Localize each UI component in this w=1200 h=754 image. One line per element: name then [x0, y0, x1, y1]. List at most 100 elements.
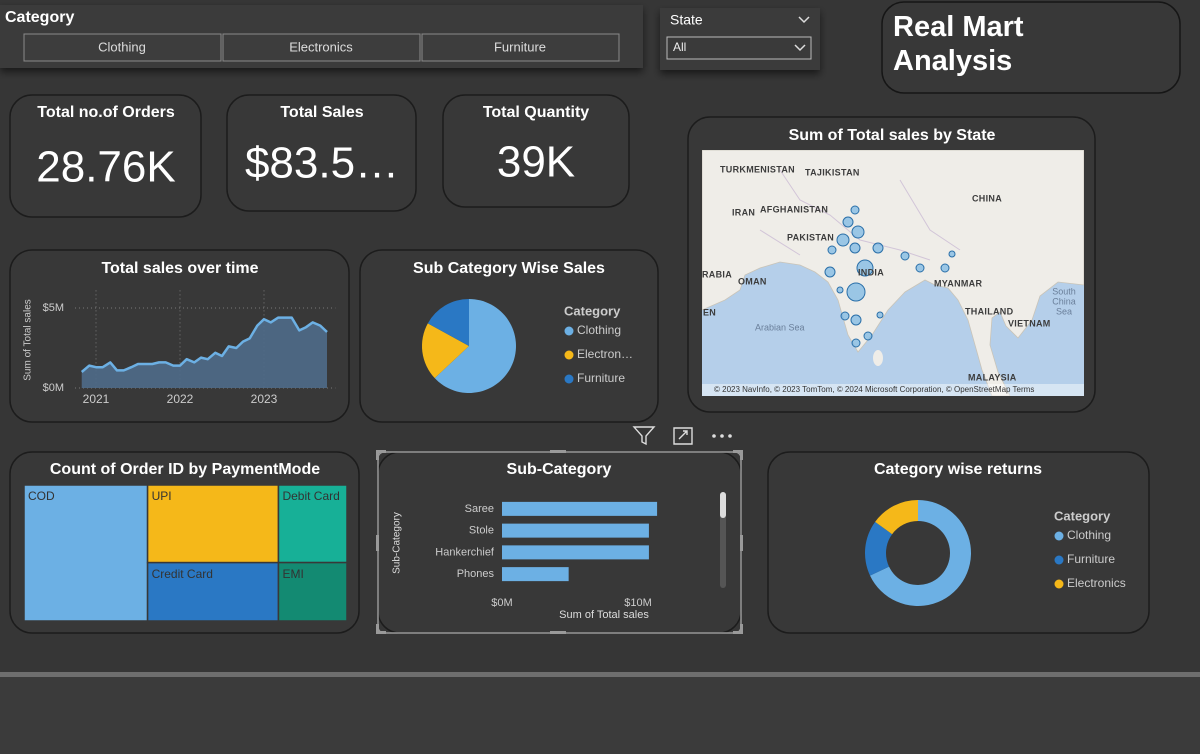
legend-label: Electron…: [577, 347, 633, 361]
slicer-option[interactable]: Furniture: [494, 39, 546, 54]
treemap-cell: [23, 484, 149, 622]
chevron[interactable]: [794, 44, 806, 52]
map-label: South: [1052, 286, 1076, 296]
dropdown-box[interactable]: [666, 36, 812, 60]
focus-icon[interactable]: [673, 427, 693, 445]
x-tick-label: 2021: [83, 392, 110, 406]
card-label: Total Sales: [280, 104, 363, 121]
title-wrap: Real Mart Analysis: [893, 11, 1024, 77]
map-label: OMAN: [738, 276, 767, 286]
slicer-title: Category: [5, 9, 74, 26]
treemap-cell: [146, 484, 280, 564]
y-tick-label: Stole: [469, 525, 494, 537]
cell-label: UPI: [152, 489, 172, 503]
legend-swatch: [1054, 555, 1064, 565]
page-edge: [0, 672, 1200, 677]
slicer-button[interactable]: [222, 33, 421, 62]
state-dropdown[interactable]: All: [666, 36, 812, 60]
legend-label: Furniture: [1067, 552, 1115, 566]
map-label: TAJIKISTAN: [805, 167, 860, 177]
map-label: IRAN: [732, 207, 755, 217]
card-label: Total Quantity: [483, 104, 589, 121]
cell-label: COD: [28, 489, 55, 503]
land: [702, 150, 1084, 396]
map-label: RABIA: [702, 269, 732, 279]
map-label: INDIA: [858, 267, 884, 277]
map-title: Sum of Total sales by State: [789, 127, 996, 144]
map-label: MALAYSIA: [968, 372, 1017, 382]
x-tick-label: 2022: [167, 392, 194, 406]
slicer-button[interactable]: [23, 33, 222, 62]
bar: [502, 545, 649, 560]
legend-title: Category: [1054, 508, 1111, 523]
y-tick-label: Hankerchief: [435, 546, 495, 558]
map-label: China: [1052, 296, 1076, 306]
legend-label: Clothing: [577, 323, 621, 337]
y-tick-label: $0M: [43, 382, 64, 394]
filter-icon[interactable]: [632, 426, 656, 446]
map-label: EN: [703, 307, 716, 317]
cell-label: Credit Card: [152, 567, 213, 581]
legend-swatch: [564, 326, 574, 336]
y-tick-label: Phones: [457, 568, 495, 580]
map-label: PAKISTAN: [787, 232, 834, 242]
map-label: THAILAND: [965, 306, 1014, 316]
legend-swatch: [1054, 579, 1064, 589]
treemap-cell: [277, 561, 348, 622]
bar: [502, 523, 649, 538]
scroll-thumb[interactable]: [720, 492, 726, 518]
chart-title: Total sales over time: [101, 260, 258, 277]
page-title: Real Mart Analysis: [893, 11, 1024, 77]
map-label: CHINA: [972, 193, 1002, 203]
x-tick-label: $0M: [491, 597, 512, 609]
land: [873, 350, 883, 366]
bar-panel: [377, 451, 742, 634]
x-tick-label: $10M: [624, 597, 652, 609]
chart-title: Count of Order ID by PaymentMode: [50, 461, 320, 478]
y-tick-label: Saree: [465, 503, 494, 515]
more-icon[interactable]: [712, 434, 732, 438]
map-label: MYANMAR: [934, 278, 982, 288]
map: TURKMENISTAN TAJIKISTAN IRAN AFGHANISTAN…: [702, 150, 1084, 396]
legend-label: Electronics: [1067, 576, 1126, 590]
card-value: 28.76K: [36, 143, 175, 192]
card: [226, 94, 417, 212]
y-tick-label: $5M: [43, 302, 64, 314]
map-label: TURKMENISTAN: [720, 164, 795, 174]
legend-title: Category: [564, 303, 621, 318]
bubbles: [824, 205, 956, 348]
legend-swatch: [1054, 531, 1064, 541]
y-axis-title: Sub-Category: [392, 512, 403, 574]
card: [442, 94, 630, 208]
slicer-button[interactable]: [421, 33, 620, 62]
y-axis-title: Sum of Total sales: [23, 299, 34, 381]
line: [80, 316, 328, 373]
map-label: Sea: [1056, 306, 1072, 316]
x-axis-title: Sum of Total sales: [559, 609, 649, 621]
selection-handles: [376, 450, 743, 634]
chart-title: Sub Category Wise Sales: [413, 260, 605, 277]
card-value: $83.5…: [245, 139, 399, 188]
slice: [865, 521, 893, 576]
card: [9, 94, 202, 218]
cell-label: Debit Card: [282, 489, 339, 503]
slice: [421, 323, 469, 379]
slicer-option[interactable]: Clothing: [98, 39, 146, 54]
slice: [870, 500, 972, 606]
card-label: Total no.of Orders: [37, 104, 175, 121]
chart-title: Sub-Category: [507, 461, 612, 478]
page-footer: [0, 677, 1200, 754]
legend-swatch: [564, 374, 574, 384]
slicer-option[interactable]: Electronics: [289, 39, 353, 54]
legend-label: Clothing: [1067, 528, 1111, 542]
slice: [427, 299, 469, 346]
slice: [875, 499, 918, 535]
dropdown-value[interactable]: All: [673, 40, 686, 54]
slicer-title: State: [670, 12, 703, 28]
map-label: VIETNAM: [1008, 318, 1051, 328]
x-tick-label: 2023: [251, 392, 278, 406]
chart-title: Category wise returns: [874, 461, 1042, 478]
area: [81, 317, 327, 388]
attribution-bg: [702, 384, 1084, 396]
